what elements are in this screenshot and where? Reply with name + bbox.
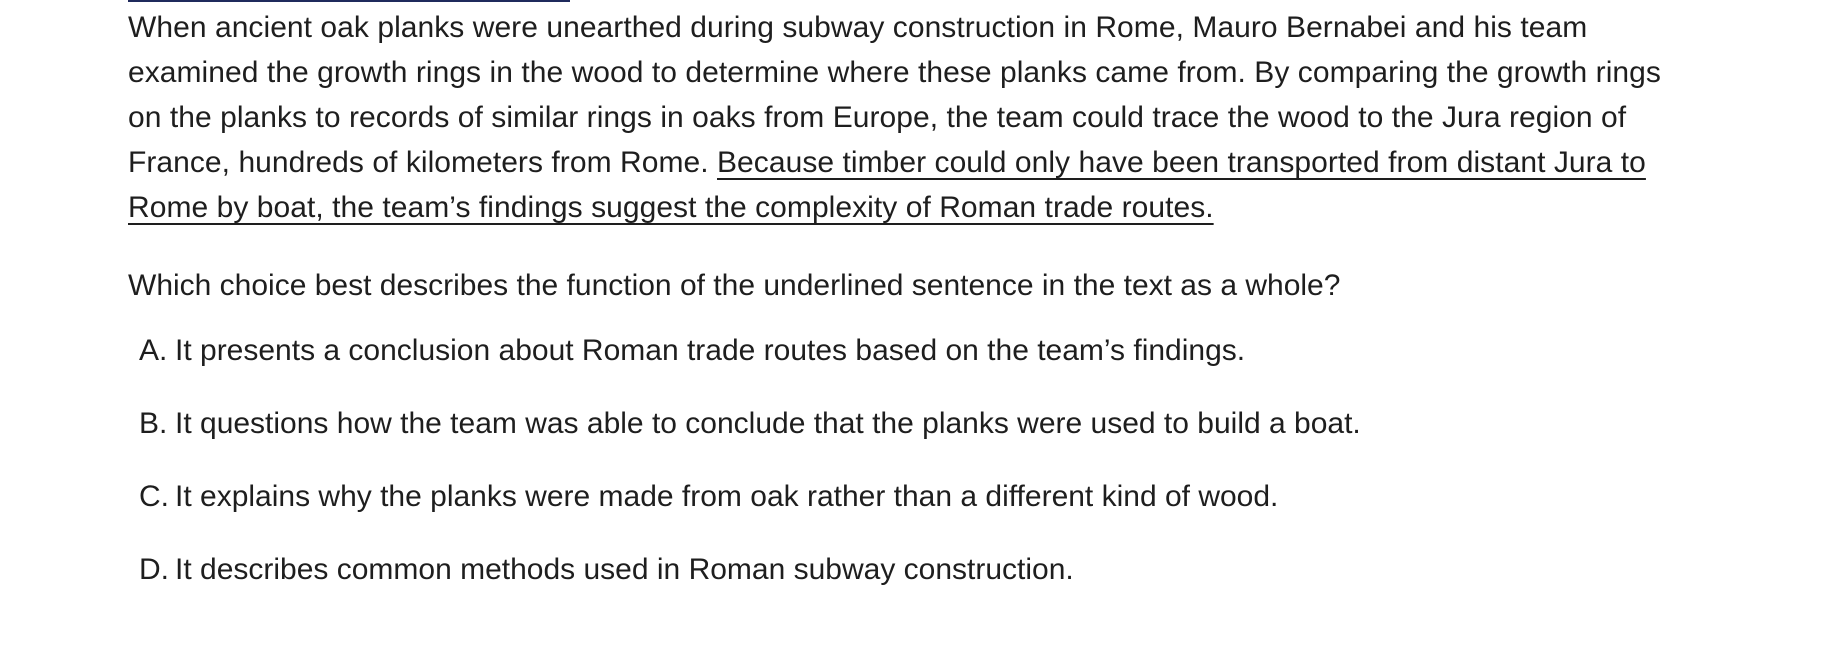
choice-b[interactable]: B. It questions how the team was able to… [139, 401, 1699, 474]
choice-letter: C. [139, 480, 169, 513]
choice-text: It describes common methods used in Roma… [175, 553, 1074, 586]
passage-intro: When ancient oak planks were unearthed d… [128, 11, 1661, 179]
choice-text: It presents a conclusion about Roman tra… [175, 334, 1246, 367]
choice-letter: A. [139, 334, 168, 367]
question-prompt: Which choice best describes the function… [128, 269, 1341, 302]
passage-text: When ancient oak planks were unearthed d… [128, 5, 1688, 230]
choice-text: It explains why the planks were made fro… [175, 480, 1279, 513]
choice-text: It questions how the team was able to co… [175, 407, 1361, 440]
choice-letter: D. [139, 553, 169, 586]
choice-d[interactable]: D. It describes common methods used in R… [139, 547, 1699, 620]
choice-c[interactable]: C. It explains why the planks were made … [139, 474, 1699, 547]
top-divider [128, 0, 570, 2]
choice-a[interactable]: A. It presents a conclusion about Roman … [139, 328, 1699, 401]
underlined-sentence: Because timber could only have been tran… [128, 146, 1646, 224]
choice-letter: B. [139, 407, 168, 440]
answer-choices: A. It presents a conclusion about Roman … [139, 328, 1699, 620]
